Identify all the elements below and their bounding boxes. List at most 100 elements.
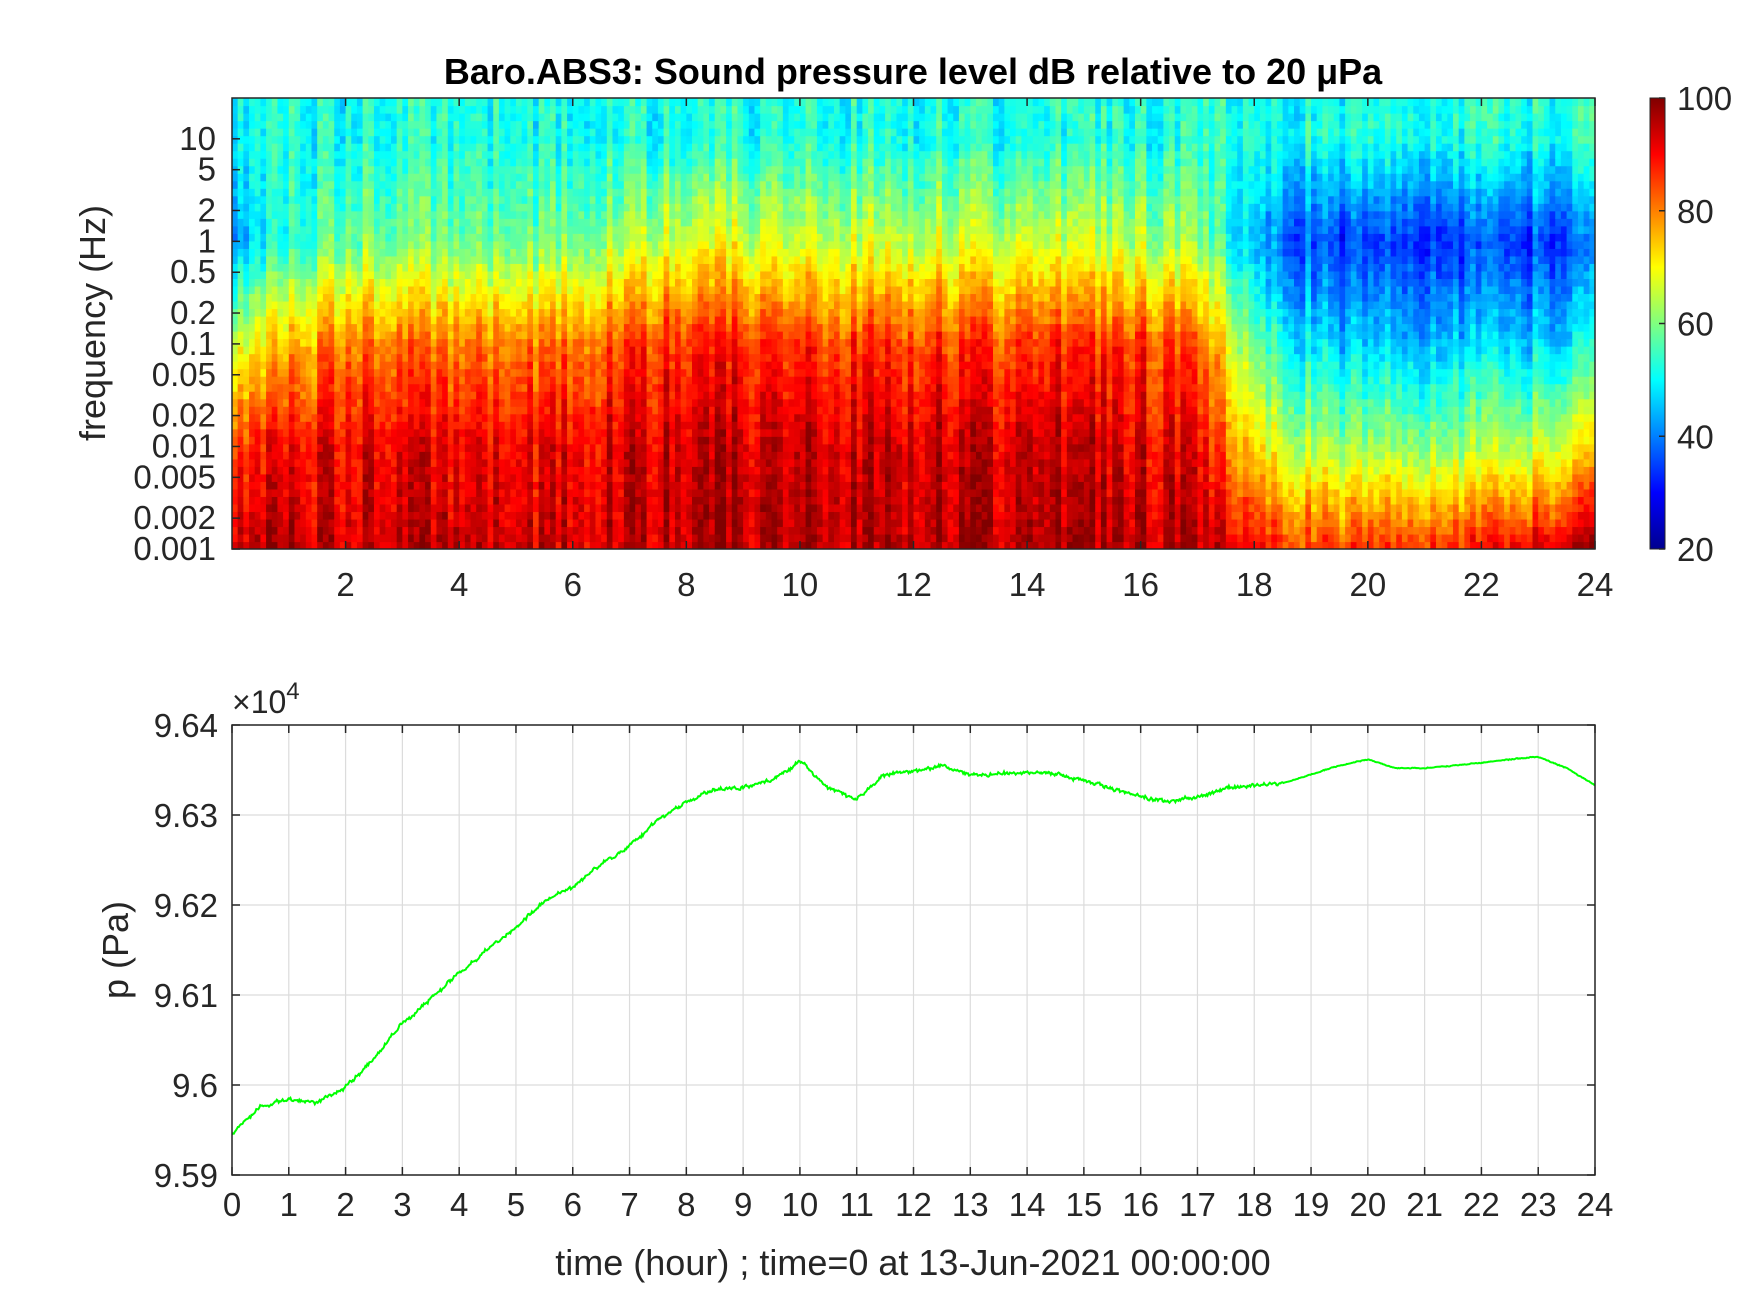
heatmap-cell [425, 315, 432, 325]
heatmap-cell [623, 248, 631, 257]
heatmap-cell [408, 533, 415, 543]
heatmap-cell [311, 98, 318, 107]
heatmap-cell [521, 413, 528, 422]
heatmap-cell [674, 180, 682, 189]
heatmap-cell [640, 98, 648, 107]
heatmap-cell [419, 128, 426, 137]
heatmap-cell [249, 338, 256, 347]
heatmap-cell [578, 331, 585, 340]
heatmap-cell [391, 263, 398, 272]
heatmap-cell [413, 248, 421, 257]
heatmap-cell [493, 451, 500, 460]
heatmap-cell [646, 225, 653, 234]
heatmap-cell [555, 203, 562, 212]
heatmap-cell [697, 436, 704, 445]
heatmap-cell [504, 285, 511, 295]
heatmap-cell [476, 105, 483, 114]
heatmap-cell [606, 488, 614, 497]
heatmap-cell [623, 255, 631, 264]
heatmap-cell [345, 165, 352, 174]
heatmap-cell [266, 263, 273, 272]
heatmap-cell [635, 451, 642, 460]
heatmap-cell [271, 443, 279, 452]
heatmap-cell [595, 203, 602, 212]
heatmap-cell [339, 331, 347, 340]
heatmap-cell [674, 323, 682, 332]
heatmap-cell [663, 173, 670, 182]
heatmap-cell [629, 210, 636, 219]
heatmap-cell [322, 511, 330, 520]
heatmap-cell [663, 376, 670, 385]
heatmap-cell [305, 188, 313, 197]
heatmap-cell [373, 376, 381, 385]
heatmap-cell [271, 180, 279, 189]
heatmap-cell [300, 308, 307, 317]
heatmap-cell [447, 428, 455, 437]
heatmap-cell [697, 511, 704, 520]
heatmap-cell [567, 331, 574, 340]
heatmap-cell [692, 518, 699, 528]
heatmap-cell [345, 443, 352, 452]
heatmap-cell [436, 225, 443, 234]
heatmap-cell [464, 353, 472, 362]
heatmap-cell [527, 240, 534, 249]
heatmap-cell [317, 270, 324, 279]
heatmap-cell [305, 488, 313, 497]
heatmap-cell [459, 165, 466, 174]
heatmap-cell [430, 315, 438, 325]
heatmap-cell [538, 421, 545, 430]
heatmap-cell [657, 361, 665, 370]
heatmap-cell [339, 383, 347, 392]
heatmap-cell [555, 128, 562, 137]
heatmap-cell [243, 488, 250, 497]
heatmap-cell [697, 158, 704, 167]
heatmap-cell [470, 210, 477, 219]
heatmap-cell [283, 105, 290, 114]
heatmap-cell [294, 240, 301, 249]
heatmap-cell [589, 488, 597, 497]
heatmap-cell [669, 285, 676, 295]
heatmap-cell [470, 518, 477, 528]
heatmap-cell [368, 173, 375, 182]
heatmap-cell [243, 496, 250, 505]
heatmap-cell [584, 428, 591, 437]
heatmap-cell [532, 466, 540, 475]
heatmap-cell [697, 338, 704, 347]
heatmap-cell [391, 98, 398, 107]
heatmap-cell [237, 353, 244, 362]
heatmap-cell [385, 113, 392, 122]
heatmap-cell [640, 263, 648, 272]
heatmap-cell [629, 150, 636, 159]
heatmap-cell [498, 323, 506, 332]
heatmap-cell [629, 406, 636, 415]
heatmap-cell [623, 488, 631, 497]
heatmap-cell [657, 541, 665, 549]
heatmap-cell [356, 436, 364, 445]
heatmap-cell [640, 443, 648, 452]
heatmap-cell [544, 263, 551, 272]
heatmap-cell [561, 158, 568, 167]
heatmap-cell [379, 496, 386, 505]
heatmap-cell [578, 383, 585, 392]
heatmap-cell [623, 285, 631, 295]
heatmap-cell [254, 473, 261, 482]
heatmap-cell [521, 255, 528, 264]
heatmap-cell [408, 165, 415, 174]
heatmap-cell [368, 398, 375, 407]
heatmap-cell [669, 331, 676, 340]
heatmap-cell [339, 248, 347, 257]
heatmap-cell [464, 398, 472, 407]
heatmap-cell [277, 195, 284, 204]
heatmap-cell [419, 308, 426, 317]
heatmap-cell [368, 526, 375, 535]
heatmap-cell [447, 361, 455, 370]
heatmap-cell [385, 255, 392, 264]
heatmap-cell [504, 473, 511, 482]
heatmap-cell [271, 331, 279, 340]
heatmap-cell [447, 98, 455, 107]
heatmap-cell [271, 473, 279, 482]
heatmap-cell [527, 391, 534, 400]
heatmap-cell [635, 300, 642, 310]
heatmap-cell [430, 503, 438, 513]
heatmap-cell [277, 368, 284, 377]
